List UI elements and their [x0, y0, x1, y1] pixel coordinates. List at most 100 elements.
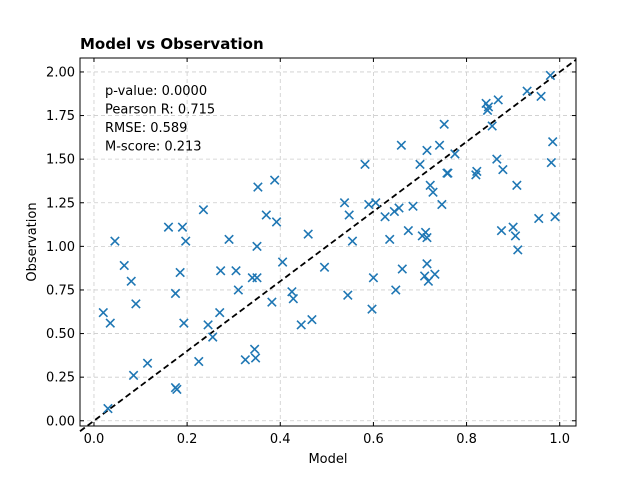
data-point-stroke — [422, 232, 432, 243]
data-point-stroke — [415, 159, 425, 170]
data-point — [126, 276, 136, 287]
data-point — [175, 267, 185, 278]
data-point-stroke — [98, 307, 109, 318]
data-point — [343, 290, 353, 300]
axis-ticks: 0.0 0.2 0.4 0.6 0.8 1.0 0.00 0.25 0.50 0.75 1.00 1.… — [46, 58, 576, 447]
data-point-stroke — [267, 297, 277, 307]
stats-annotation: p-value: 0.0000 — [105, 84, 207, 99]
data-point-stroke — [496, 225, 507, 236]
data-point-stroke — [422, 259, 432, 269]
data-point-stroke — [271, 217, 282, 227]
data-point — [408, 201, 418, 212]
data-point-stroke — [512, 180, 522, 191]
x-tick-label: 1.0 — [549, 432, 570, 447]
data-point-stroke — [224, 234, 234, 245]
data-point — [163, 222, 174, 232]
data-point — [180, 236, 191, 246]
data-point-stroke — [193, 356, 204, 367]
data-point — [172, 384, 182, 395]
data-point-stroke — [533, 213, 544, 224]
data-point-stroke — [384, 234, 395, 245]
data-point — [545, 70, 556, 81]
data-point — [277, 257, 288, 267]
data-point-stroke — [231, 266, 241, 276]
data-point — [319, 262, 330, 273]
data-point — [249, 344, 260, 355]
stats-annotation: RMSE: 0.589 — [105, 121, 187, 136]
stats-annotations: p-value: 0.0000 Pearson R: 0.715 RMSE: 0.5… — [105, 84, 215, 155]
data-point-stroke — [261, 210, 272, 220]
data-point-stroke — [343, 290, 353, 300]
data-point — [380, 211, 390, 222]
data-point — [510, 231, 521, 241]
data-point — [434, 140, 445, 150]
data-point — [471, 170, 481, 180]
chart-title: Model vs Observation — [80, 35, 264, 53]
data-point-stroke — [170, 288, 181, 299]
data-point — [252, 241, 262, 252]
data-point — [198, 204, 209, 215]
data-point-stroke — [493, 95, 503, 105]
data-point — [347, 236, 358, 246]
data-point — [131, 299, 141, 309]
data-point — [396, 140, 407, 150]
data-point-stroke — [119, 260, 130, 271]
data-point-stroke — [319, 262, 330, 273]
data-point-stroke — [360, 159, 370, 170]
data-point-stroke — [180, 236, 191, 246]
data-point-stroke — [307, 314, 317, 325]
data-point — [390, 285, 401, 295]
data-point — [419, 271, 430, 281]
data-point-stroke — [430, 269, 440, 280]
data-point-stroke — [397, 264, 408, 274]
data-point-stroke — [439, 119, 449, 130]
data-point — [179, 318, 189, 328]
data-point — [422, 145, 432, 156]
y-tick-label: 2.00 — [46, 65, 75, 80]
data-point-stroke — [269, 175, 280, 185]
data-point-stroke — [396, 140, 407, 150]
data-point-stroke — [142, 358, 153, 368]
data-point — [403, 225, 414, 236]
data-point — [233, 285, 244, 295]
data-point-stroke — [347, 236, 358, 246]
data-point-stroke — [545, 70, 556, 81]
x-axis-label: Model — [308, 452, 347, 467]
y-tick-label: 1.50 — [46, 153, 75, 168]
data-point — [550, 211, 560, 222]
data-point-stroke — [339, 197, 350, 208]
data-point — [367, 304, 377, 314]
data-point-stroke — [198, 204, 209, 215]
data-point-stroke — [420, 227, 431, 238]
data-point — [360, 159, 370, 170]
data-point — [231, 266, 241, 276]
data-point-stroke — [550, 211, 560, 222]
data-point — [384, 234, 395, 245]
data-point — [103, 403, 113, 414]
data-point — [422, 259, 432, 269]
data-point — [496, 225, 507, 236]
data-point-stroke — [380, 211, 390, 222]
data-point-stroke — [207, 332, 218, 342]
y-tick-label: 1.00 — [46, 240, 75, 255]
data-point-stroke — [368, 272, 379, 283]
data-point-stroke — [492, 154, 502, 164]
data-point — [547, 136, 558, 147]
y-tick-label: 0.00 — [46, 414, 75, 429]
stats-annotation: Pearson R: 0.715 — [105, 103, 215, 118]
data-point — [508, 222, 518, 232]
data-point-stroke — [450, 149, 460, 159]
data-point — [443, 168, 453, 178]
reference-line-layer — [79, 59, 577, 432]
data-point-stroke — [508, 222, 518, 232]
data-point — [394, 203, 404, 213]
data-point-stroke — [434, 140, 445, 150]
data-point — [483, 102, 494, 112]
data-point — [422, 232, 432, 243]
data-point — [363, 199, 374, 210]
data-point-stroke — [437, 199, 447, 210]
data-point-stroke — [215, 266, 226, 276]
stats-annotation: M-score: 0.213 — [105, 140, 202, 155]
data-point-stroke — [105, 318, 116, 328]
